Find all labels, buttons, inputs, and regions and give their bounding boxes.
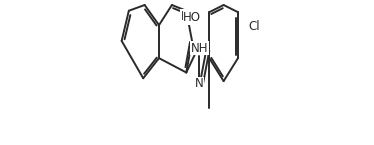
Text: N: N xyxy=(181,10,190,23)
Text: Cl: Cl xyxy=(248,20,260,33)
Text: N: N xyxy=(195,77,204,90)
Text: NH: NH xyxy=(191,42,208,55)
Text: HO: HO xyxy=(183,11,201,24)
